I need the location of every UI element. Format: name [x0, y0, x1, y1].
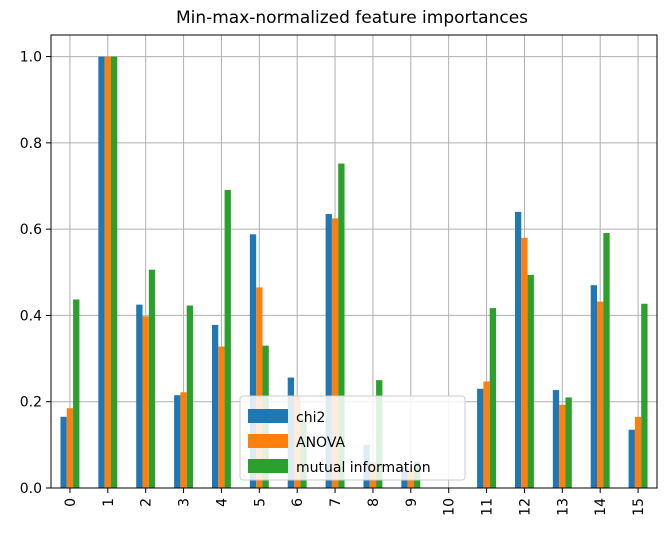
bar-mutual-information-12: [527, 274, 534, 488]
bar-ANOVA-0: [66, 408, 74, 488]
bar-mutual-information-11: [489, 308, 497, 488]
bar-chi2-14: [590, 285, 598, 488]
chart-title: Min-max-normalized feature importances: [176, 8, 528, 28]
bars: [60, 56, 648, 489]
y-tick-label: 0.2: [20, 395, 42, 411]
bar-ANOVA-5: [256, 287, 263, 488]
x-tick-label: 10: [442, 498, 458, 516]
bar-chi2-11: [477, 388, 484, 488]
plot-frame: [50, 34, 658, 489]
x-tick-label: 14: [593, 498, 609, 516]
bar-chi2-12: [514, 211, 522, 488]
bar-chi2-1: [98, 56, 105, 488]
x-tick-label: 11: [480, 498, 496, 516]
x-tick-label: 0: [63, 498, 79, 507]
y-tick-label: 0.6: [20, 222, 42, 238]
bar-chi2-3: [174, 395, 181, 488]
bar-mutual-information-13: [565, 397, 572, 488]
legend: chi2 ANOVA mutual information: [239, 395, 466, 481]
legend-label: mutual information: [296, 460, 431, 476]
bar-ANOVA-11: [483, 381, 490, 488]
bar-mutual-information-3: [186, 305, 194, 488]
bar-ANOVA-14: [597, 301, 604, 488]
bar-chi2-13: [552, 390, 560, 488]
x-tick-label: 4: [214, 498, 230, 507]
y-tick-label: 0.0: [20, 481, 42, 497]
x-tick-label: 9: [404, 498, 420, 507]
bar-ANOVA-13: [559, 404, 566, 488]
bar-mutual-information-7: [338, 163, 345, 488]
bar-ANOVA-7: [331, 218, 339, 488]
y-axis: 0.0 0.2 0.4 0.6 0.8 1.0: [20, 50, 51, 497]
bar-chi2-5: [249, 234, 257, 488]
bar-mutual-information-4: [224, 189, 231, 488]
x-tick-label: 1: [101, 498, 117, 507]
bar-ANOVA-12: [521, 237, 528, 488]
bar-mutual-information-0: [73, 299, 80, 488]
x-tick-label: 12: [517, 498, 533, 516]
legend-box: [239, 395, 466, 481]
x-axis: 0 1 2 3 4 5 6 7 8 9 10 11 12 13 14 15: [63, 488, 647, 516]
legend-label: chi2: [296, 410, 325, 426]
x-tick-label: 6: [290, 498, 306, 507]
bar-mutual-information-15: [641, 303, 648, 488]
x-tick-label: 13: [555, 498, 571, 516]
bar-ANOVA-4: [218, 346, 225, 488]
x-tick-label: 2: [139, 498, 155, 507]
bar-chi2-2: [136, 304, 143, 488]
bar-chi2-4: [211, 324, 219, 488]
legend-swatch: [248, 459, 288, 473]
legend-label: ANOVA: [296, 435, 346, 451]
legend-swatch: [248, 434, 288, 448]
x-tick-label: 3: [177, 498, 193, 507]
bar-mutual-information-1: [110, 56, 118, 488]
bar-chi2-0: [60, 416, 67, 488]
bar-chi2-7: [325, 214, 332, 489]
x-tick-label: 15: [631, 498, 647, 516]
bar-mutual-information-2: [148, 269, 156, 488]
bar-mutual-information-14: [603, 233, 610, 488]
y-tick-label: 0.8: [20, 136, 42, 152]
legend-swatch: [248, 409, 288, 423]
bar-ANOVA-3: [180, 392, 187, 488]
bar-chi2-15: [628, 429, 635, 488]
x-tick-label: 7: [328, 498, 344, 507]
x-tick-label: 8: [366, 498, 382, 507]
bar-ANOVA-15: [634, 416, 642, 488]
x-tick-label: 5: [252, 498, 268, 507]
y-tick-label: 0.4: [20, 308, 42, 324]
bar-ANOVA-1: [104, 56, 111, 488]
y-tick-label: 1.0: [20, 50, 42, 66]
bar-ANOVA-2: [142, 316, 149, 488]
